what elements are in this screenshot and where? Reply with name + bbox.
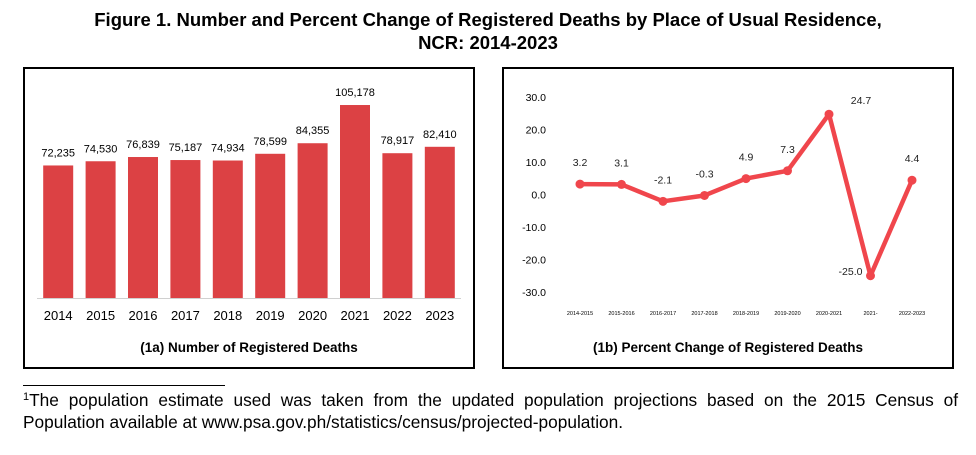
data-point-2021-: [866, 271, 875, 281]
x-tick-label-2022: 2022: [383, 308, 412, 323]
data-point-2015-2016: [617, 179, 626, 189]
footnote: 1The population estimate used was taken …: [23, 389, 958, 433]
bar-2020: [297, 143, 328, 298]
bar-2023: [424, 146, 455, 298]
bar-value-label-2015: 74,530: [84, 143, 118, 155]
x-tick-label-2017: 2017: [171, 308, 200, 323]
x-tick-label-2016-2017: 2016-2017: [650, 311, 676, 317]
bar-value-label-2020: 84,355: [296, 125, 330, 137]
y-tick-label: 10.0: [526, 157, 547, 169]
data-point-2019-2020: [783, 166, 792, 176]
y-tick-label: 30.0: [526, 92, 547, 104]
x-tick-label-2019: 2019: [256, 308, 285, 323]
x-tick-label-2018: 2018: [213, 308, 242, 323]
bar-2019: [255, 153, 286, 298]
x-tick-label-2014: 2014: [44, 308, 73, 323]
data-label-2022-2023: 4.4: [905, 153, 920, 165]
line-chart-percent-change: 30.0 20.0 10.0 0.0 -10.0 -20.0 -30.0 3.2 2014-20…: [522, 92, 925, 317]
x-tick-label-2020: 2020: [298, 308, 327, 323]
x-tick-label-2021-: 2021-: [863, 311, 877, 317]
bar-value-label-2023: 82,410: [423, 129, 457, 141]
bar-value-label-2021: 105,178: [335, 87, 375, 99]
bar-2016: [128, 157, 158, 298]
figure-title: Figure 1. Number and Percent Change of R…: [0, 8, 976, 54]
x-tick-label-2017-2018: 2017-2018: [691, 311, 717, 317]
chart-panel-percent-change: 30.0 20.0 10.0 0.0 -10.0 -20.0 -30.0 3.2 2014-20…: [502, 67, 954, 369]
bar-2022: [382, 153, 413, 298]
footnote-text: The population estimate used was taken f…: [23, 390, 958, 432]
bar-chart-registered-deaths: 72,235 2014 74,530 2015 76,839 2016 75,187 2017…: [37, 87, 461, 323]
x-tick-label-2014-2015: 2014-2015: [567, 311, 593, 317]
bar-value-label-2017: 75,187: [169, 142, 203, 154]
bar-2017: [170, 160, 201, 298]
bar-2021: [340, 105, 370, 298]
x-tick-label-2021: 2021: [341, 308, 370, 323]
footnote-divider: [23, 385, 225, 386]
data-point-2016-2017: [658, 196, 668, 206]
series-line-percent-change: [577, 111, 915, 278]
data-label-2016-2017: -2.1: [654, 174, 672, 186]
data-point-2014-2015: [575, 179, 585, 189]
x-tick-label-2015-2016: 2015-2016: [608, 311, 634, 317]
y-tick-label: 0.0: [531, 190, 546, 202]
x-tick-label-2016: 2016: [129, 308, 158, 323]
y-tick-label: -30.0: [522, 287, 546, 299]
bar-value-label-2014: 72,235: [41, 147, 75, 159]
x-tick-label-2023: 2023: [425, 308, 454, 323]
data-label-2019-2020: 7.3: [780, 144, 795, 156]
chart-panel-registered-deaths: 72,235 2014 74,530 2015 76,839 2016 75,187 2017…: [23, 67, 475, 369]
bar-value-label-2022: 78,917: [381, 135, 415, 147]
bar-value-label-2019: 78,599: [253, 136, 287, 148]
chart-caption-1a: (1a) Number of Registered Deaths: [140, 340, 358, 355]
x-tick-label-2018-2019: 2018-2019: [733, 311, 759, 317]
footnote-marker: 1: [23, 391, 30, 403]
data-label-2018-2019: 4.9: [739, 152, 754, 164]
bar-2014: [43, 165, 74, 298]
y-tick-label: -20.0: [522, 255, 546, 267]
bar-2015: [85, 161, 116, 298]
bar-value-label-2018: 74,934: [211, 143, 245, 155]
data-label-2015-2016: 3.1: [614, 157, 629, 169]
data-point-2018-2019: [741, 174, 751, 184]
y-tick-label: 20.0: [526, 125, 547, 137]
data-point-2017-2018: [700, 190, 709, 200]
x-tick-label-2020-2021: 2020-2021: [816, 311, 842, 317]
bar-2018: [212, 160, 243, 298]
chart-caption-1b: (1b) Percent Change of Registered Deaths: [592, 340, 864, 355]
data-label-2017-2018: -0.3: [695, 168, 713, 180]
bar-value-label-2016: 76,839: [126, 139, 160, 151]
y-tick-label: -10.0: [522, 222, 546, 234]
x-tick-label-2022-2023: 2022-2023: [899, 311, 925, 317]
data-point-2022-2023: [907, 175, 917, 185]
figure-title-line2: NCR: 2014-2023: [418, 32, 558, 53]
data-label-2014-2015: 3.2: [573, 157, 588, 169]
figure-title-line1: Figure 1. Number and Percent Change of R…: [94, 9, 882, 30]
x-tick-label-2019-2020: 2019-2020: [774, 311, 800, 317]
data-label-2020-2021: 24.7: [851, 95, 872, 107]
x-tick-label-2015: 2015: [86, 308, 115, 323]
data-point-2020-2021: [824, 109, 834, 119]
data-label-2021-: -25.0: [839, 266, 863, 278]
